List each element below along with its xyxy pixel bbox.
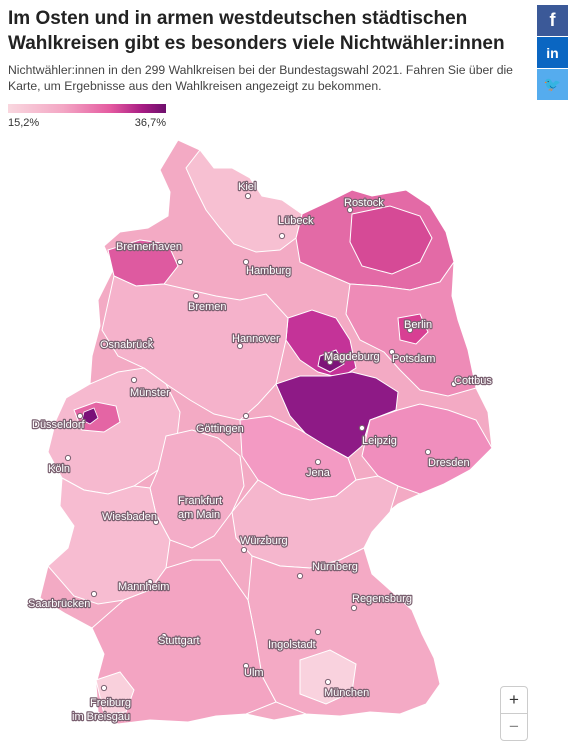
city-dot-freiburg[interactable]: [100, 684, 108, 692]
city-label: Münster: [130, 387, 170, 399]
city-markers: [64, 192, 458, 692]
city-label: im Breisgau: [72, 711, 130, 723]
city-label: Kiel: [238, 181, 256, 193]
city-dot-duesseldorf[interactable]: [76, 412, 84, 420]
twitter-icon: 🐦: [543, 76, 562, 92]
city-label: Magdeburg: [324, 351, 380, 363]
region-vorpommern[interactable]: [349, 205, 433, 275]
city-label: Regensburg: [352, 593, 412, 605]
chart-subtitle: Nichtwähler:innen in den 299 Wahlkreisen…: [8, 63, 513, 93]
city-label: Jena: [306, 467, 331, 479]
city-dot-wiesbaden[interactable]: [152, 518, 160, 526]
city-label: Rostock: [344, 197, 384, 209]
city-label: Düsseldorf: [32, 419, 86, 431]
city-labels: Kiel Rostock Lübeck Bremerhaven Hamburg …: [27, 180, 494, 724]
city-dot-potsdam[interactable]: [388, 348, 396, 356]
city-dot-muenster[interactable]: [130, 376, 138, 384]
linkedin-share-button[interactable]: in: [537, 37, 568, 68]
city-label: Dresden: [428, 457, 470, 469]
zoom-out-button[interactable]: −: [500, 713, 528, 741]
city-dot-hannover[interactable]: [236, 342, 244, 350]
city-dot-osnabrueck[interactable]: [146, 336, 154, 344]
city-label: Bremerhaven: [116, 241, 182, 253]
city-dot-ingolstadt[interactable]: [314, 628, 322, 636]
city-dot-berlin[interactable]: [406, 326, 414, 334]
city-label: Cottbus: [454, 375, 492, 387]
twitter-share-button[interactable]: 🐦: [537, 69, 568, 100]
city-dot-saarbruecken[interactable]: [90, 590, 98, 598]
city-dot-dresden[interactable]: [424, 448, 432, 456]
region-muenchen-area[interactable]: [299, 649, 357, 705]
city-label: Bremen: [188, 301, 227, 313]
city-label: Mannheim: [118, 581, 169, 593]
city-label: Potsdam: [392, 353, 435, 365]
facebook-icon: f: [549, 10, 556, 30]
city-dot-stuttgart[interactable]: [160, 632, 168, 640]
city-dot-hamburg[interactable]: [242, 258, 250, 266]
city-label: Ingolstadt: [268, 639, 316, 651]
linkedin-icon: in: [546, 44, 559, 61]
region-schleswig-holstein[interactable]: [185, 149, 303, 253]
city-dot-goettingen[interactable]: [242, 412, 250, 420]
city-label: Osnabrück: [100, 339, 154, 351]
city-label: Freiburg: [90, 697, 131, 709]
city-dot-rostock[interactable]: [346, 206, 354, 214]
city-dot-muenchen[interactable]: [324, 678, 332, 686]
city-label: Hannover: [232, 333, 280, 345]
region-freiburg-area[interactable]: [95, 671, 135, 715]
facebook-share-button[interactable]: f: [537, 5, 568, 36]
city-dot-regensburg[interactable]: [350, 604, 358, 612]
city-label: Stuttgart: [158, 635, 200, 647]
city-label: Leipzig: [362, 435, 397, 447]
city-dot-magdeburg[interactable]: [326, 358, 334, 366]
city-label: Berlin: [404, 319, 432, 331]
city-label: Würzburg: [240, 535, 288, 547]
city-dot-kiel[interactable]: [244, 192, 252, 200]
city-dot-leipzig[interactable]: [358, 424, 366, 432]
city-dot-nuernberg[interactable]: [296, 572, 304, 580]
city-dot-wuerzburg[interactable]: [240, 546, 248, 554]
city-dot-mannheim[interactable]: [146, 578, 154, 586]
city-dot-ulm[interactable]: [242, 662, 250, 670]
legend-min-label: 15,2%: [8, 117, 40, 129]
city-label: am Main: [178, 509, 220, 521]
city-dot-bremen[interactable]: [192, 292, 200, 300]
city-label: Saarbrücken: [28, 598, 90, 610]
city-label: Göttingen: [196, 423, 244, 435]
city-dot-bremerhaven[interactable]: [176, 258, 184, 266]
city-label: München: [324, 687, 369, 699]
color-legend: 15,2% 36,7%: [8, 104, 166, 129]
legend-gradient-bar: [8, 104, 166, 113]
region-berlin[interactable]: [397, 313, 429, 345]
city-dot-jena[interactable]: [314, 458, 322, 466]
city-dot-cottbus[interactable]: [450, 380, 458, 388]
legend-max-label: 36,7%: [134, 117, 166, 129]
city-label: Hamburg: [246, 265, 291, 277]
city-label: Köln: [48, 463, 70, 475]
city-dot-frankfurt[interactable]: [180, 514, 188, 522]
region-duesseldorf-dark[interactable]: [81, 407, 99, 425]
city-label: Lübeck: [278, 215, 314, 227]
city-label: Wiesbaden: [102, 511, 157, 523]
city-label: Nürnberg: [312, 561, 358, 573]
region-baden-wuerttemberg[interactable]: [91, 559, 277, 725]
city-dot-luebeck[interactable]: [278, 232, 286, 240]
city-dot-koeln[interactable]: [64, 454, 72, 462]
zoom-in-button[interactable]: +: [500, 686, 528, 714]
city-label: Ulm: [244, 667, 264, 679]
chart-title: Im Osten und in armen westdeutschen städ…: [8, 8, 505, 54]
city-label: Frankfurt: [178, 495, 222, 507]
